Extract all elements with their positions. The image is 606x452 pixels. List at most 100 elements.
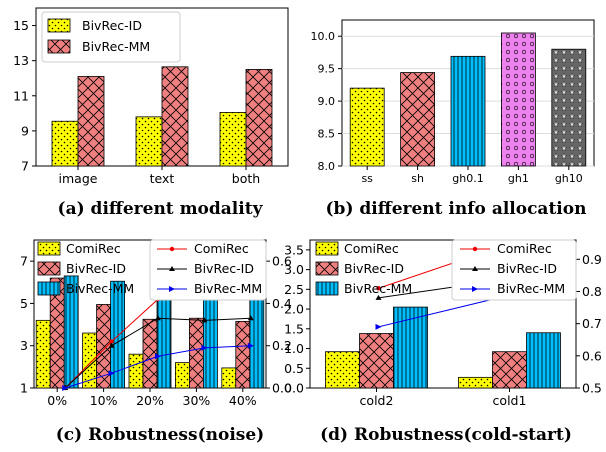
panel-a-xtick-label: text xyxy=(150,171,175,186)
panel-a-legend-box xyxy=(41,11,181,63)
panel-b-xtick-label: gh1 xyxy=(508,172,529,185)
panel-c-bar-40%-2 xyxy=(249,297,265,389)
panel-d-legend-marker-id xyxy=(472,266,478,271)
panel-c-legend-swatch-id xyxy=(37,261,61,276)
panel-a-ytick-label: 15 xyxy=(13,18,29,33)
panel-c-legend-bar-id: BivRec-ID xyxy=(66,261,126,276)
panel-b-bar-ss xyxy=(349,87,385,167)
panel-a-modality-chart: image text both 7 9 11 13 15 BivRec-ID BivRec-M… xyxy=(13,7,289,219)
panel-d-bar-cold2-1 xyxy=(359,333,394,389)
panel-c-bar-30%-0 xyxy=(174,362,190,389)
panel-d-legend-swatch-mm xyxy=(315,281,339,296)
panel-c-ytick-right-label: 0.2 xyxy=(272,338,292,353)
panel-d-legend: ComiRec BivRec-ID BivRec-MM ComiRec BivR… xyxy=(315,239,577,301)
panel-c-bar-20%-1 xyxy=(142,318,158,389)
panel-d-legend-line-label-id: BivRec-ID xyxy=(497,261,557,276)
panel-d-legend-bar-id: BivRec-ID xyxy=(344,261,404,276)
panel-a-bar-image-mm xyxy=(77,76,105,167)
panel-c-xtick-label: 0% xyxy=(47,393,67,408)
panel-d-bar-cold1-2 xyxy=(526,332,561,389)
panel-d-coldstart-chart: cold2 cold1 0.0 0.5 1.0 1.5 2.0 2.5 3.0 3.5 0.5 0.6… xyxy=(284,239,602,445)
panel-b-allocation-chart: 8.0 8.5 9.0 9.5 10.0 ss sh gh0.1 gh1 gh10 (b) dif… xyxy=(311,19,595,219)
panel-b-ytick-label: 10.0 xyxy=(311,30,336,43)
panel-d-line-point xyxy=(376,286,381,291)
panel-b-xtick-label: gh10 xyxy=(555,172,583,185)
panel-d-caption: (d) Robustness(cold-start) xyxy=(320,425,572,445)
panel-b-xtick-label: gh0.1 xyxy=(452,172,483,185)
panel-d-xtick-label: cold1 xyxy=(493,393,527,408)
panel-d-ytick-left-label: 2.5 xyxy=(284,282,304,297)
panel-d-legend-marker-comirec xyxy=(472,246,478,252)
panel-c-line-point xyxy=(247,342,254,349)
panel-d-legend-swatch-comirec xyxy=(315,241,339,256)
panel-c-noise-chart: 0% 10% 20% 30% 40% 1 3 5 7 0.0 0.2 0.4 0.6 ComiRec B… xyxy=(20,239,292,445)
panel-b-bar-gh0.1 xyxy=(450,55,486,167)
panel-c-legend-bar-mm: BivRec-MM xyxy=(66,281,134,296)
panel-d-bar-cold1-0 xyxy=(458,376,493,389)
panel-c-legend-swatch-mm xyxy=(37,281,61,296)
panel-a-bar-both-id xyxy=(219,112,247,167)
panel-b-xtick-label: ss xyxy=(361,172,373,185)
panel-b-xtick-label: sh xyxy=(411,172,424,185)
panel-d-ytick-right-label: 0.5 xyxy=(582,381,602,396)
panel-d-legend-line-box xyxy=(451,239,577,301)
panel-d-ytick-left-label: 0.5 xyxy=(284,361,304,376)
panel-d-bar-cold2-0 xyxy=(325,351,360,389)
panel-b-ytick-label: 8.0 xyxy=(318,160,336,173)
panel-c-line-point xyxy=(247,315,254,321)
panel-c-legend-swatch-comirec xyxy=(37,241,61,256)
panel-a-bar-image-id xyxy=(51,120,79,167)
panel-c-bar-40%-1 xyxy=(235,320,251,389)
panel-b-bar-sh xyxy=(400,72,436,167)
panel-b-caption: (b) different info allocation xyxy=(326,199,587,219)
panel-a-legend-label-mm: BivRec-MM xyxy=(82,39,150,54)
panel-a-legend-label-id: BivRec-ID xyxy=(82,18,142,33)
panel-c-xtick-label: 10% xyxy=(90,393,118,408)
panel-d-ytick-left-label: 1.0 xyxy=(284,341,304,356)
panel-c-legend-bar-comirec: ComiRec xyxy=(66,241,121,256)
panel-a-bar-text-id xyxy=(135,116,163,167)
panel-a-ytick-label: 13 xyxy=(13,53,29,68)
panel-d-ytick-right-label: 0.8 xyxy=(582,284,602,299)
panel-c-line-point xyxy=(62,385,69,391)
panel-c-bar-30%-2 xyxy=(202,296,218,389)
panel-c-legend-marker-id xyxy=(169,266,175,271)
panel-c-legend: ComiRec BivRec-ID BivRec-MM ComiRec BivR… xyxy=(37,239,267,301)
panel-c-line-point xyxy=(201,344,208,351)
panel-c-legend-line-box xyxy=(149,239,267,301)
panel-d-ytick-left-label: 3.0 xyxy=(284,262,304,277)
panel-c-legend-marker-mm xyxy=(169,286,175,292)
panel-d-ytick-left-label: 0.0 xyxy=(284,381,304,396)
panel-a-ytick-label: 7 xyxy=(21,159,29,174)
panel-d-legend-line-label-mm: BivRec-MM xyxy=(497,281,565,296)
panel-b-ytick-label: 9.5 xyxy=(318,63,336,76)
panel-d-legend-bar-mm: BivRec-MM xyxy=(344,281,412,296)
panel-d-legend-bar-comirec: ComiRec xyxy=(344,241,399,256)
panel-c-ytick-right-label: 0.0 xyxy=(272,381,292,396)
panel-c-ytick-left-label: 3 xyxy=(20,338,28,353)
panel-a-xtick-label: image xyxy=(59,171,98,186)
panel-c-bar-40%-0 xyxy=(221,367,237,389)
panel-c-caption: (c) Robustness(noise) xyxy=(56,425,264,445)
panel-d-ytick-right-label: 0.9 xyxy=(582,252,602,267)
panel-c-legend-line-label-comirec: ComiRec xyxy=(194,241,249,256)
panel-c-line-point xyxy=(109,339,114,344)
panel-c-bar-20%-0 xyxy=(128,353,144,389)
panel-d-legend-swatch-id xyxy=(315,261,339,276)
panel-a-caption: (a) different modality xyxy=(58,199,264,219)
panel-c-line-point xyxy=(201,317,208,323)
panel-a-legend: BivRec-ID BivRec-MM xyxy=(41,11,181,63)
panel-b-ytick-label: 8.5 xyxy=(318,128,336,141)
panel-d-legend-marker-mm xyxy=(472,286,478,292)
panel-c-legend-marker-comirec xyxy=(169,246,175,252)
panel-a-bar-both-mm xyxy=(245,69,273,167)
panel-d-ytick-left-label: 3.5 xyxy=(284,242,304,257)
panel-d-ytick-left-label: 1.5 xyxy=(284,321,304,336)
panel-c-line-point xyxy=(108,370,115,377)
panel-a-xtick-label: both xyxy=(232,171,260,186)
panel-d-ytick-right-label: 0.6 xyxy=(582,348,602,363)
panel-c-line-point xyxy=(108,342,115,348)
panel-b-ytick-label: 9.0 xyxy=(318,95,336,108)
panel-c-bar-20%-2 xyxy=(156,292,172,389)
